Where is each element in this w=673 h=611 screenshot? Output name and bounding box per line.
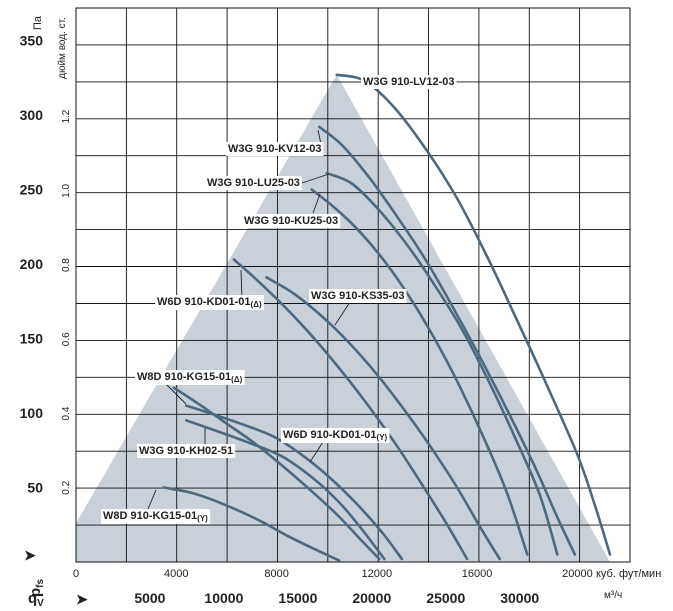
y-pa-tick-label: 50 (27, 480, 43, 496)
series-curve-5 (265, 276, 501, 561)
x-m3h-tick-label: 10000 (204, 590, 243, 606)
y-axis-inwg: 0.2 0.4 0.6 0.8 1.0 1.2 (61, 109, 72, 495)
series-curve-1 (335, 73, 612, 556)
x-m3h-tick-label: 5000 (134, 590, 165, 606)
operating-envelope (76, 74, 610, 563)
curve-label: W3G 910-KH02-51 (139, 445, 233, 457)
curve-label: W3G 910-LV12-03 (363, 76, 455, 88)
x-unit-m3h: м³/ч (604, 590, 622, 601)
x-m3h-tick-label: 15000 (278, 590, 317, 606)
curve-label-bg (101, 509, 211, 524)
x-m3h-tick-label: 20000 (352, 590, 391, 606)
series-curve-8 (185, 404, 404, 561)
y-pa-tick-label: 100 (20, 405, 44, 421)
curve-label: W6D 910-KD01-01(Y) (283, 429, 388, 442)
curve-labels: W3G 910-LV12-03 W3G 910-KV12-03 W3G 910-LU… (101, 75, 457, 524)
curve-label-bg (226, 142, 324, 156)
y-pa-tick-label: 350 (20, 33, 44, 49)
curve-label-bg (205, 176, 302, 190)
label-leader (309, 441, 324, 463)
series-curve-9 (185, 419, 386, 561)
curve-label-bg (155, 295, 264, 310)
y-unit-inwg: дюйм вод. ст. (57, 17, 68, 79)
label-leader (312, 193, 321, 214)
y-symbol-arrow: ➤ (24, 547, 36, 563)
y-symbol: pfs (27, 579, 46, 598)
curve-label: W3G 910-KS35-03 (311, 290, 405, 302)
y-inwg-tick-label: 0.2 (61, 480, 72, 494)
x-symbol: qV (28, 590, 44, 609)
curve-label-bg (242, 214, 341, 228)
series-curve-3 (325, 171, 559, 556)
curve-label: W3G 910-LU25-03 (207, 177, 300, 189)
curve-label: W8D 910-KG15-01(Y) (103, 510, 208, 523)
y-pa-tick-label: 200 (20, 256, 44, 272)
y-inwg-tick-label: 1.2 (61, 109, 72, 123)
curve-label: W3G 910-KU25-03 (244, 215, 338, 227)
series-curve-7 (172, 386, 381, 561)
x-axis-cfm: 0 4000 8000 12000 16000 20000 (73, 568, 593, 580)
plot-area: W3G 910-LV12-03 W3G 910-KV12-03 W3G 910-LU… (75, 7, 631, 563)
y-inwg-tick-label: 0.6 (61, 332, 72, 346)
y-axis-symbol: ➤ pfs (24, 547, 46, 597)
x-symbol-arrow: ➤ (76, 591, 88, 607)
x-unit-cfm: куб. фут/мин (596, 568, 661, 580)
series-curve-2 (317, 125, 577, 556)
y-inwg-tick-label: 0.4 (61, 406, 72, 420)
curve-label: W6D 910-KD01-01(Δ) (157, 296, 262, 309)
curve-label: W8D 910-KG15-01(Δ) (137, 371, 243, 384)
x-m3h-tick-label: 30000 (500, 590, 539, 606)
series-curve-4 (310, 188, 529, 556)
label-leader (147, 489, 157, 510)
y-unit-pa: Па (32, 15, 44, 30)
curve-label-bg (361, 75, 457, 89)
x-m3h-tick-label: 25000 (426, 590, 465, 606)
label-leader (165, 383, 187, 405)
series-curve-6 (232, 258, 469, 561)
x-axis-symbol: qV ➤ (28, 590, 88, 609)
label-leader (301, 173, 330, 184)
x-cfm-tick-label: 4000 (164, 568, 188, 580)
curve-label-bg (281, 428, 390, 443)
x-cfm-tick-label: 8000 (264, 568, 288, 580)
x-axis-m3h: 5000 10000 15000 20000 25000 30000 (134, 590, 539, 606)
curve-label-bg (137, 444, 236, 458)
y-pa-tick-label: 300 (20, 107, 44, 123)
series-curve-10 (162, 486, 341, 562)
y-axis-pa: 50 100 150 200 250 300 350 (20, 33, 44, 496)
y-pa-tick-label: 250 (20, 182, 44, 198)
x-cfm-tick-label: 16000 (462, 568, 493, 580)
series-curves (162, 73, 612, 562)
y-pa-tick-label: 150 (20, 331, 44, 347)
x-cfm-tick-label: 12000 (362, 568, 393, 580)
curve-label-bg (309, 289, 407, 303)
x-cfm-tick-label: 0 (73, 568, 79, 580)
curve-label: W3G 910-KV12-03 (228, 143, 322, 155)
curve-label-bg (135, 370, 245, 385)
label-leader (334, 301, 351, 326)
x-cfm-tick-label: 20000 (562, 568, 593, 580)
y-inwg-tick-label: 1.0 (61, 184, 72, 198)
plot-frame (75, 7, 631, 563)
y-inwg-tick-label: 0.8 (61, 258, 72, 272)
